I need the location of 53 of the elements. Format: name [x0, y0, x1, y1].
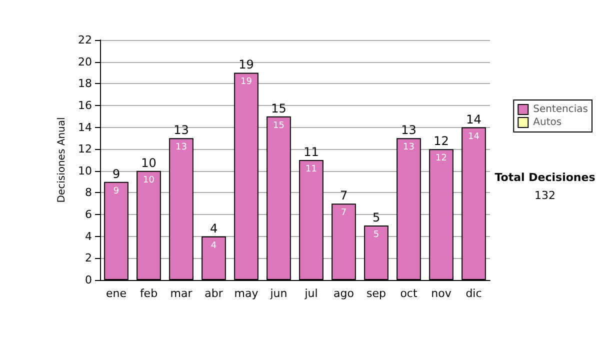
total-label: 13: [401, 123, 416, 138]
x-tick-label: jul: [304, 287, 318, 300]
y-tick-label: 18: [78, 77, 92, 90]
data-label: 13: [403, 142, 414, 153]
legend-label: Autos: [533, 117, 562, 128]
x-tick-label: abr: [204, 287, 224, 300]
y-tick-label: 4: [85, 230, 92, 243]
data-label: 4: [210, 240, 217, 251]
y-tick-label: 0: [85, 274, 92, 286]
total-label: 19: [238, 58, 254, 72]
x-tick-label: may: [234, 287, 259, 300]
legend-label: Sentencias: [533, 104, 588, 115]
y-tick-label: 16: [78, 98, 92, 112]
total-label: 15: [271, 101, 286, 116]
data-label: 9: [113, 186, 120, 196]
data-label: 15: [273, 120, 284, 131]
data-label: 5: [373, 230, 380, 240]
text: 132: [534, 189, 556, 202]
y-tick-label: 2: [85, 252, 92, 265]
total-label: 14: [466, 112, 482, 126]
y-axis-title: Decisiones Anual: [56, 117, 68, 203]
x-tick-label: dic: [466, 287, 482, 300]
x-tick-label: feb: [140, 287, 158, 300]
total-label: 4: [210, 221, 218, 236]
y-tick-label: 14: [78, 120, 92, 134]
data-label: 12: [436, 154, 447, 164]
data-label: 7: [340, 208, 347, 218]
total-label: 9: [112, 166, 120, 181]
x-tick-label: ago: [334, 287, 354, 300]
x-tick-label: mar: [170, 287, 193, 300]
x-tick-label: oct: [400, 287, 418, 300]
x-tick-label: jun: [269, 287, 288, 300]
total-label: 13: [174, 123, 189, 138]
data-label: 13: [176, 142, 187, 153]
y-tick-label: 22: [78, 34, 92, 46]
total-label: 7: [340, 188, 348, 203]
data-label: 10: [143, 175, 155, 186]
text: Total Decisiones: [494, 171, 596, 184]
y-tick-label: 12: [78, 142, 92, 156]
total-label: 10: [141, 156, 156, 170]
total-label: 12: [434, 134, 449, 148]
y-tick-label: 10: [78, 164, 92, 178]
y-tick-label: 20: [78, 55, 92, 68]
y-tick-label: 6: [85, 208, 92, 222]
total-label: 5: [372, 210, 380, 224]
data-label: 19: [240, 77, 252, 88]
y-tick-label: 8: [85, 186, 92, 200]
x-tick-label: nov: [431, 287, 452, 300]
x-tick-label: sep: [366, 287, 386, 300]
data-label: 14: [468, 132, 480, 142]
x-tick-label: ene: [106, 287, 127, 300]
total-label: 11: [304, 145, 319, 159]
data-label: 11: [306, 164, 317, 174]
